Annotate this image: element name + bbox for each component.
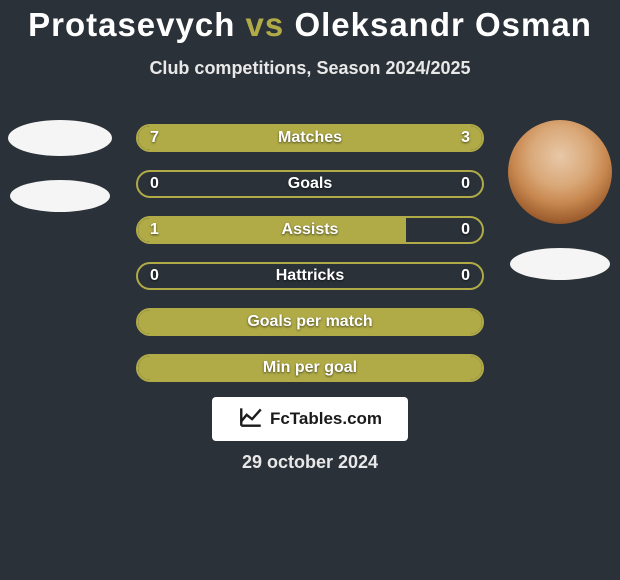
player2-club-badge — [510, 248, 610, 280]
site-badge: FcTables.com — [212, 397, 408, 441]
date-label: 29 october 2024 — [0, 452, 620, 473]
stat-label: Goals per match — [138, 310, 482, 334]
player1-club-badge — [10, 180, 110, 212]
subtitle: Club competitions, Season 2024/2025 — [0, 58, 620, 79]
stat-label: Hattricks — [138, 264, 482, 288]
stat-label: Goals — [138, 172, 482, 196]
vs-separator: vs — [246, 6, 285, 43]
stat-bar: 73Matches — [136, 124, 484, 152]
stat-label: Assists — [138, 218, 482, 242]
player1-avatar — [8, 120, 112, 156]
stat-bar: 00Hattricks — [136, 262, 484, 290]
stat-label: Matches — [138, 126, 482, 150]
comparison-title: Protasevych vs Oleksandr Osman — [0, 0, 620, 44]
chart-icon — [238, 404, 264, 435]
stat-bar: Goals per match — [136, 308, 484, 336]
player2-name: Oleksandr Osman — [294, 6, 591, 43]
stat-bar: Min per goal — [136, 354, 484, 382]
player2-avatar — [508, 120, 612, 224]
stat-bar: 10Assists — [136, 216, 484, 244]
site-name: FcTables.com — [270, 409, 382, 429]
stat-bar: 00Goals — [136, 170, 484, 198]
player1-column — [0, 120, 120, 212]
stat-bars-container: 73Matches 00Goals 10Assists 00Hattricks Goal… — [136, 124, 484, 400]
stat-label: Min per goal — [138, 356, 482, 380]
player1-name: Protasevych — [28, 6, 235, 43]
player2-column — [500, 120, 620, 280]
